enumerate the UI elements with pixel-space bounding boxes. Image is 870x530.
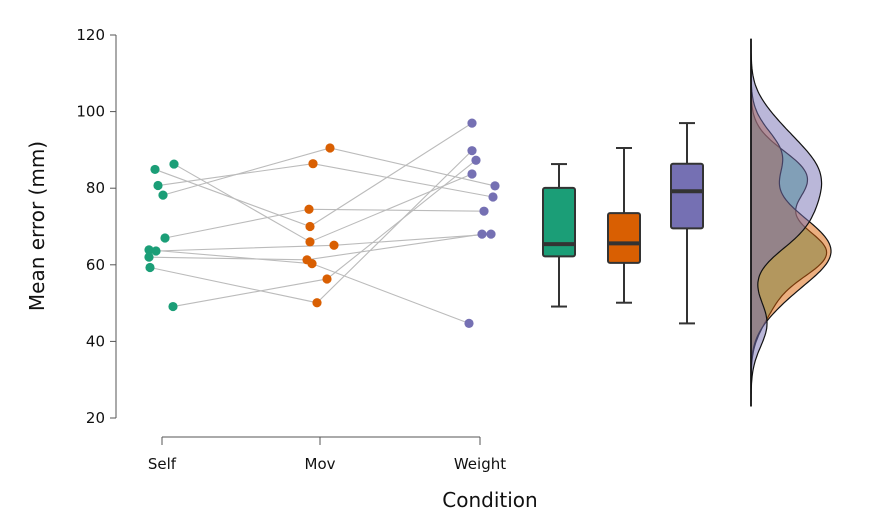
y-tick-label: 80 bbox=[86, 179, 105, 197]
data-point-self bbox=[160, 233, 170, 243]
data-point-self bbox=[169, 159, 179, 169]
boxplot-mov bbox=[607, 146, 641, 304]
data-point-self bbox=[151, 246, 161, 256]
data-point-mov bbox=[308, 159, 318, 169]
data-point-weight bbox=[467, 118, 477, 128]
paired-lines bbox=[148, 122, 496, 324]
density-weight bbox=[750, 38, 823, 407]
data-point-mov bbox=[305, 221, 315, 232]
data-point-self bbox=[150, 164, 160, 175]
data-point-self bbox=[168, 301, 178, 312]
boxplots bbox=[542, 122, 704, 325]
y-tick-label: 100 bbox=[76, 103, 105, 121]
data-point-weight bbox=[490, 181, 500, 191]
x-axis-title: Condition bbox=[442, 488, 537, 512]
x-tick-label: Mov bbox=[305, 455, 336, 473]
data-point-weight bbox=[471, 155, 481, 165]
data-point-self bbox=[144, 245, 154, 255]
y-tick-label: 40 bbox=[86, 332, 105, 350]
data-point-mov bbox=[305, 237, 315, 247]
data-point-weight bbox=[467, 169, 477, 179]
data-point-mov bbox=[329, 240, 339, 250]
density-clouds bbox=[750, 38, 832, 407]
data-point-weight bbox=[464, 318, 474, 328]
data-point-weight bbox=[486, 229, 496, 239]
data-point-mov bbox=[312, 298, 322, 308]
data-point-self bbox=[145, 262, 155, 273]
box bbox=[542, 186, 576, 258]
data-point-weight bbox=[479, 206, 489, 216]
data-point-mov bbox=[304, 204, 314, 214]
data-point-mov bbox=[325, 143, 335, 153]
data-point-weight bbox=[488, 192, 498, 202]
data-point-self bbox=[153, 180, 163, 191]
paired-line bbox=[172, 159, 477, 308]
data-point-mov bbox=[302, 255, 312, 265]
y-axis-title: Mean error (mm) bbox=[25, 141, 49, 311]
data-point-weight bbox=[467, 146, 477, 156]
data-point-mov bbox=[322, 274, 332, 284]
data-point-weight bbox=[477, 229, 487, 239]
y-tick-label: 60 bbox=[86, 256, 105, 274]
box bbox=[607, 212, 641, 264]
data-point-self bbox=[158, 190, 168, 200]
boxplot-weight bbox=[670, 122, 704, 325]
y-tick-label: 20 bbox=[86, 409, 105, 427]
paired-line bbox=[157, 163, 494, 198]
x-tick-label: Self bbox=[148, 455, 177, 473]
x-axis: Self Mov Weight bbox=[148, 436, 506, 473]
data-points bbox=[144, 118, 500, 328]
y-axis: 20 40 60 80 100 120 bbox=[76, 26, 117, 427]
paired-line bbox=[173, 163, 473, 243]
box bbox=[670, 162, 704, 230]
boxplot-self bbox=[542, 163, 576, 308]
paired-line bbox=[164, 208, 485, 239]
x-tick-label: Weight bbox=[454, 455, 506, 473]
y-tick-label: 120 bbox=[76, 26, 105, 44]
data-point-self bbox=[144, 252, 154, 262]
